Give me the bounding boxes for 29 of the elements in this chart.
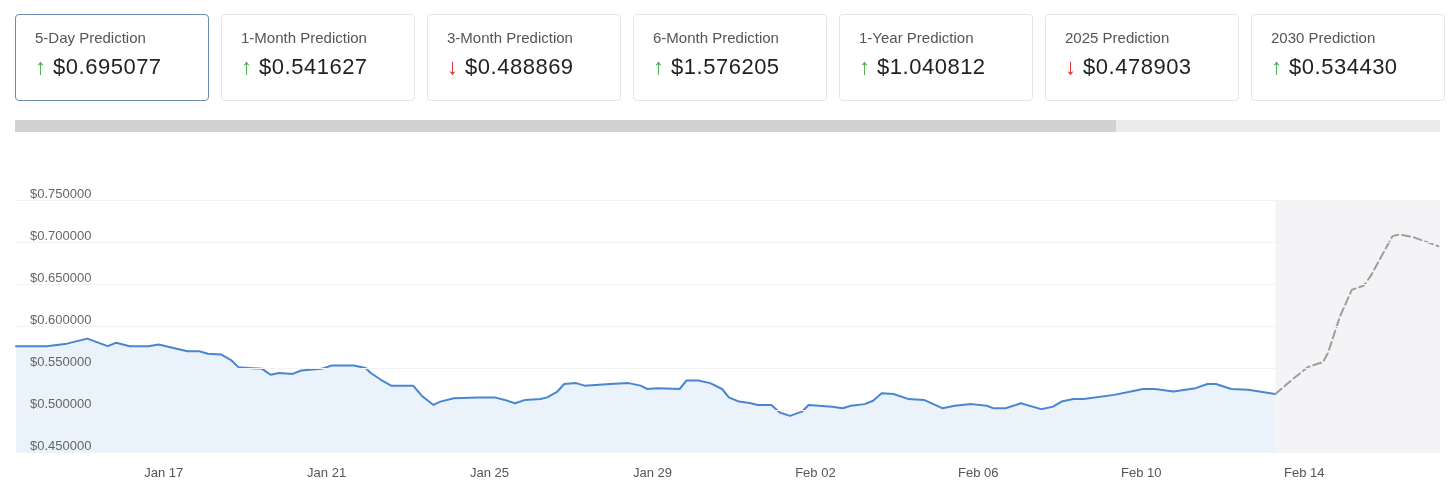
y-tick-label: $0.750000: [30, 186, 92, 201]
text: ↑ $1.040812: [859, 54, 987, 80]
text: ↑ $0.695077: [35, 54, 163, 80]
x-tick-label: Feb 06: [958, 465, 999, 480]
x-tick-label: Feb 02: [795, 465, 836, 480]
text: 2025 Prediction: [1065, 29, 1171, 46]
text: 6-Month Prediction: [653, 29, 780, 46]
text: ↑ $0.541627: [241, 54, 369, 80]
text: 2030 Prediction: [1271, 29, 1377, 46]
x-tick-label: Jan 21: [307, 465, 347, 480]
text: 3-Month Prediction: [447, 29, 574, 46]
y-tick-label: $0.650000: [30, 270, 92, 285]
x-tick-label: Jan 17: [144, 465, 184, 480]
text: 5-Day Prediction: [35, 29, 147, 46]
text: ↑ $0.534430: [1271, 54, 1399, 80]
text: 1-Month Prediction: [241, 29, 368, 46]
y-tick-label: $0.500000: [30, 396, 92, 411]
y-tick-label: $0.600000: [30, 312, 92, 327]
x-tick-label: Jan 25: [470, 465, 510, 480]
y-tick-label: $0.450000: [30, 438, 92, 453]
text: ↑ $1.576205: [653, 54, 781, 80]
text: 1-Year Prediction: [859, 29, 975, 46]
y-tick-label: $0.550000: [30, 354, 92, 369]
x-tick-label: Jan 29: [632, 465, 672, 480]
text: ↓ $0.478903: [1065, 54, 1193, 80]
text: ↓ $0.488869: [447, 54, 575, 80]
x-tick-label: Feb 10: [1121, 465, 1162, 480]
y-tick-label: $0.700000: [30, 228, 92, 243]
x-tick-label: Feb 14: [1283, 465, 1325, 480]
